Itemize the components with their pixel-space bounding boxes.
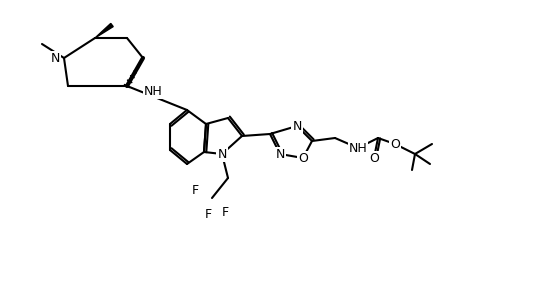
Text: O: O [369,151,379,165]
Text: NH: NH [143,84,162,98]
Text: N: N [275,147,285,161]
Text: N: N [51,51,60,65]
Polygon shape [95,24,113,38]
Text: F: F [204,207,212,221]
Text: NH: NH [348,141,367,155]
Text: N: N [217,147,227,161]
Text: F: F [192,184,199,196]
Text: O: O [390,137,400,151]
Text: N: N [292,120,302,132]
Text: F: F [221,207,228,219]
Text: O: O [298,151,308,165]
